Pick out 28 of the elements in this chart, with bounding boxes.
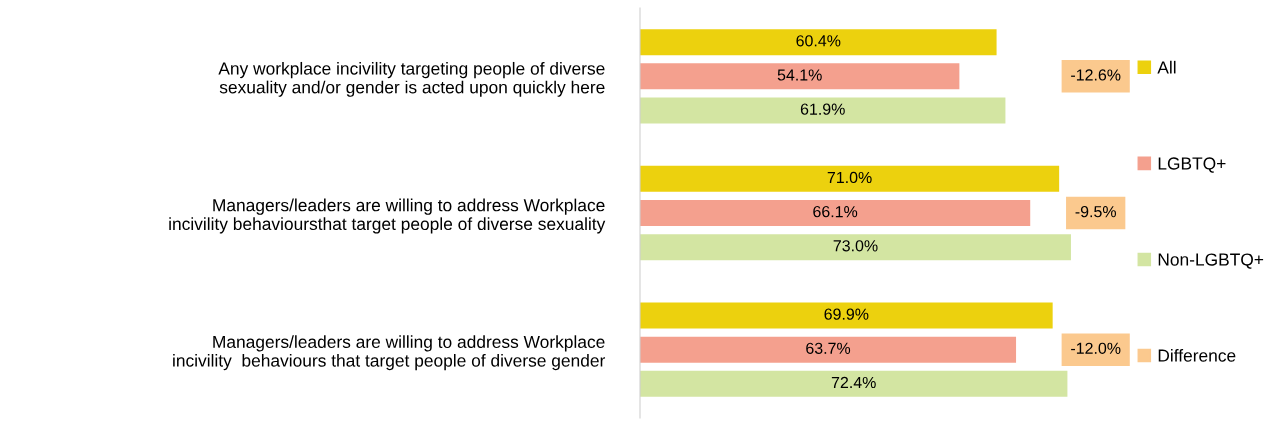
legend-label: Difference bbox=[1158, 348, 1236, 362]
text: -9.5% bbox=[1075, 205, 1116, 218]
bar bbox=[640, 302, 1053, 329]
data-label: 60.4% bbox=[796, 35, 841, 47]
bar bbox=[640, 97, 1006, 124]
y-tick-label: Managers/leaders are willing to address Workplace incivility behaviours that target people of diverse gender bbox=[173, 335, 606, 371]
legend-label: All bbox=[1157, 60, 1176, 74]
data-label: 73.0% bbox=[833, 240, 878, 252]
y-tick-label: Any workplace incivility targeting people of diverse sexuality and/or gender is acted upon quickly here bbox=[218, 61, 605, 97]
bar bbox=[640, 165, 1060, 192]
text: -12.6% bbox=[1071, 69, 1121, 81]
data-label: 71.0% bbox=[827, 171, 872, 184]
data-label: 66.1% bbox=[813, 205, 858, 218]
bar bbox=[640, 29, 997, 56]
text: -12.0% bbox=[1071, 342, 1121, 354]
bar bbox=[640, 63, 960, 90]
bar bbox=[640, 234, 1071, 261]
bar bbox=[640, 200, 1031, 226]
data-label: 54.1% bbox=[777, 69, 822, 81]
bar bbox=[640, 336, 1017, 363]
data-label: 61.9% bbox=[800, 103, 845, 115]
data-label: 72.4% bbox=[831, 376, 876, 389]
bar bbox=[640, 370, 1068, 397]
y-tick-label: Managers/leaders are willing to address Workplace incivility behavioursthat target people of diverse sexuality bbox=[169, 198, 606, 234]
data-label: 63.7% bbox=[806, 342, 851, 354]
legend-label: Non-LGBTQ+ bbox=[1158, 253, 1264, 269]
data-label: 69.9% bbox=[824, 308, 869, 320]
legend-label: LGBTQ+ bbox=[1158, 157, 1226, 173]
